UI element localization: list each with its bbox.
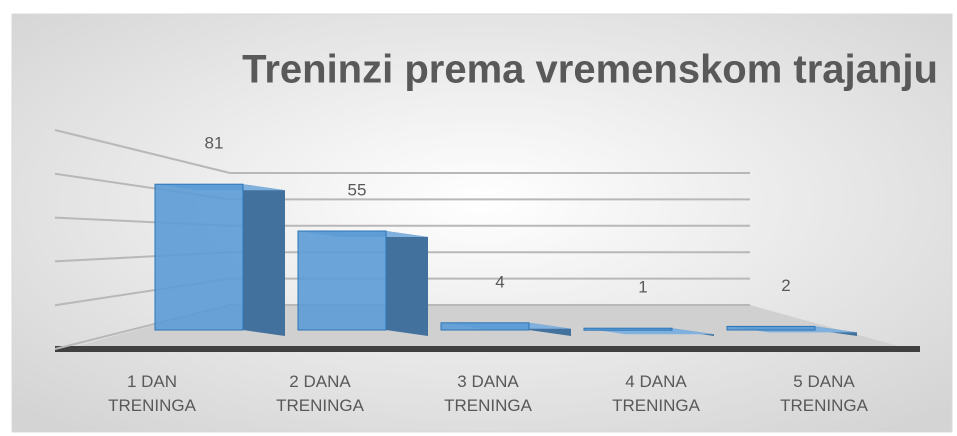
chart-title: Treninzi prema vremenskom trajanju: [242, 48, 938, 92]
bar-side: [243, 184, 285, 336]
bar: [440, 322, 530, 331]
bar-side: [386, 231, 428, 336]
x-tick-label: 4 DANA TRENINGA: [612, 372, 700, 415]
floor-edge: [55, 346, 920, 352]
data-label: 2: [781, 276, 790, 295]
x-tick-label: 2 DANA TRENINGA: [276, 372, 364, 415]
x-tick-label: 3 DANA TRENINGA: [444, 372, 532, 415]
grid-line: [54, 129, 231, 174]
bar: [297, 230, 387, 331]
data-label: 1: [638, 278, 647, 297]
data-label: 4: [495, 272, 504, 291]
bar: [154, 183, 244, 331]
bar: [726, 325, 816, 331]
x-tick-label: 1 DAN TRENINGA: [108, 372, 196, 415]
x-tick-label: 5 DANA TRENINGA: [780, 372, 868, 415]
data-label: 81: [205, 134, 224, 153]
bar: [583, 327, 673, 331]
data-label: 55: [348, 180, 367, 199]
